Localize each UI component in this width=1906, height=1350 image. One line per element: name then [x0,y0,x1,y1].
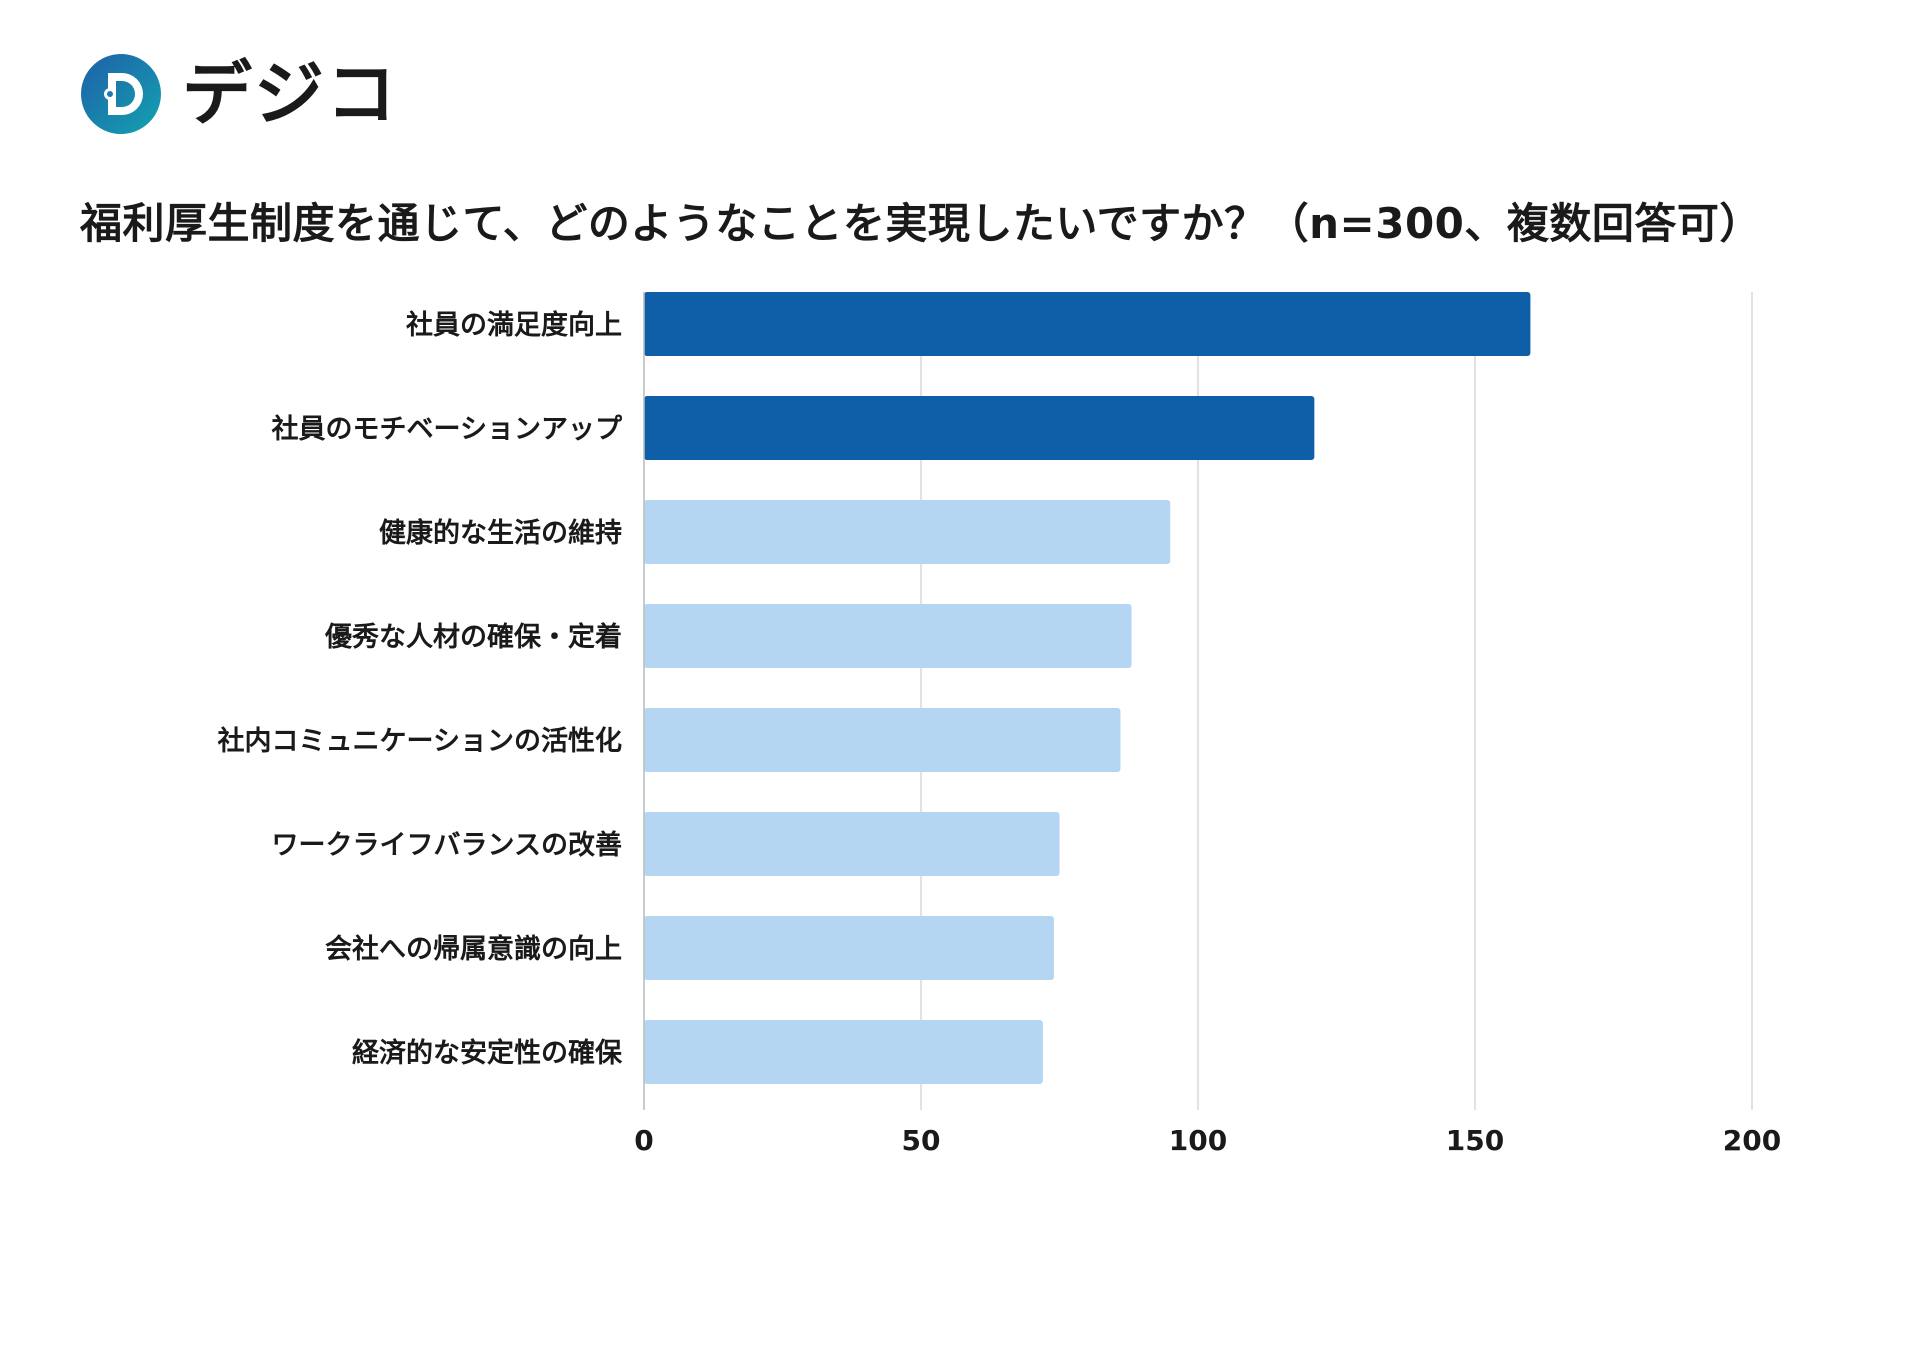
brand-logo: デジコ [80,52,398,136]
bar-3 [644,500,1171,564]
x-tick-label-100: 100 [1169,1124,1227,1157]
category-label-7: 会社への帰属意識の向上 [325,933,622,965]
x-tick-label-50: 50 [902,1124,941,1157]
bar-6 [644,812,1060,876]
bar-7 [644,916,1054,980]
category-label-8: 経済的な安定性の確保 [352,1037,623,1069]
category-label-5: 社内コミュニケーションの活性化 [218,725,622,757]
bar-4 [644,604,1132,668]
brand-name: デジコ [182,53,398,135]
chart-title: 福利厚生制度を通じて、どのようなことを実現したいですか？（n=300、複数回答可… [80,199,1762,248]
x-tick-label-0: 0 [634,1124,653,1157]
bar-5 [644,708,1121,772]
category-label-3: 健康的な生活の維持 [379,517,622,549]
category-label-1: 社員の満足度向上 [406,309,622,341]
bar-2 [644,396,1315,460]
bar-8 [644,1020,1043,1084]
category-label-2: 社員のモチベーションアップ [272,413,623,445]
logo-mark-icon [81,54,161,134]
category-label-4: 優秀な人材の確保・定着 [324,621,622,653]
x-tick-label-150: 150 [1446,1124,1504,1157]
category-label-6: ワークライフバランスの改善 [272,829,622,861]
x-tick-label-200: 200 [1723,1124,1781,1157]
bar-1 [644,292,1531,356]
